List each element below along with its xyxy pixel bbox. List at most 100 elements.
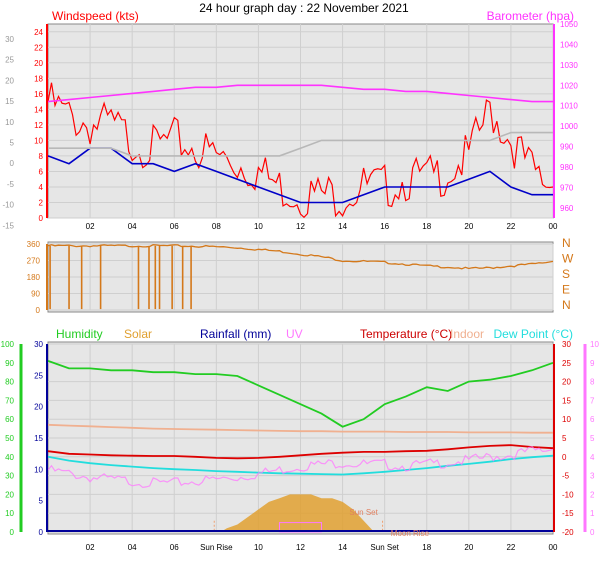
x-tick-label: 00 [549, 222, 558, 231]
compass-label: N [562, 236, 571, 250]
y-right-tick-label: 970 [560, 183, 574, 192]
uv-tick-label: 10 [590, 340, 599, 349]
y-far-left-tick-label: 30 [5, 35, 14, 44]
rainfall-tick-label: 5 [39, 497, 44, 506]
uv-tick-label: 5 [590, 434, 595, 443]
y-left-tick-label: 22 [34, 43, 43, 52]
uv-label: UV [286, 327, 303, 341]
humidity-tick-label: 80 [5, 378, 14, 387]
y-right-tick-label: 1030 [560, 61, 578, 70]
compass-label: E [562, 283, 570, 297]
y-left-tick-label: 4 [39, 183, 44, 192]
dewpoint-label: Dew Point (°C) [494, 327, 573, 341]
x-tick-label: 14 [338, 543, 347, 552]
series-wind-direction-line [47, 244, 554, 270]
y-right-tick-label: 1040 [560, 40, 578, 49]
x-tick-label: 16 [380, 222, 389, 231]
temperature-tick-label: -10 [562, 490, 574, 499]
x-tick-label: 20 [464, 222, 473, 231]
temperature-label: Temperature (°C) [360, 327, 452, 341]
y-far-left-tick-label: 15 [5, 97, 14, 106]
x-tick-label: 02 [86, 543, 95, 552]
uv-tick-label: 1 [590, 509, 595, 518]
temperature-tick-label: 10 [562, 415, 571, 424]
uv-tick-label: 6 [590, 415, 595, 424]
moon-rise-annotation: Moon Rise [391, 529, 430, 538]
x-tick-label: 06 [170, 543, 179, 552]
y-far-left-tick-label: 25 [5, 56, 14, 65]
uv-tick-label: 7 [590, 396, 595, 405]
windspeed-label: Windspeed (kts) [52, 9, 139, 23]
humidity-tick-label: 70 [5, 396, 14, 405]
uv-tick-label: 3 [590, 472, 595, 481]
compass-label: S [562, 267, 570, 281]
y-right-tick-label: 980 [560, 163, 574, 172]
wind-direction-tick-label: 270 [27, 257, 41, 266]
x-tick-label: 18 [422, 222, 431, 231]
x-tick-label: 12 [296, 543, 305, 552]
series-windspeed-line [47, 82, 554, 219]
y-left-tick-label: 14 [34, 105, 43, 114]
y-right-tick-label: 1050 [560, 20, 578, 29]
y-far-left-tick-label: -10 [2, 201, 14, 210]
humidity-tick-label: 90 [5, 359, 14, 368]
temperature-tick-label: -5 [562, 472, 570, 481]
y-left-tick-label: 24 [34, 28, 43, 37]
x-tick-label: Sun Set [370, 543, 399, 552]
y-far-left-tick-label: -15 [2, 221, 14, 230]
series-uv-line [47, 446, 554, 489]
humidity-label: Humidity [56, 327, 103, 341]
rainfall-tick-label: 30 [34, 340, 43, 349]
sun-set-annotation: Sun Set [349, 508, 378, 517]
uv-tick-label: 8 [590, 378, 595, 387]
uv-tick-label: 2 [590, 490, 595, 499]
series-humidity-line [47, 360, 554, 428]
series-barometer-line [47, 84, 553, 103]
uv-tick-label: 0 [590, 528, 595, 537]
temperature-tick-label: 30 [562, 340, 571, 349]
rainfall-tick-label: 15 [34, 434, 43, 443]
x-tick-label: 04 [128, 222, 137, 231]
y-far-left-tick-label: -5 [7, 180, 15, 189]
temperature-tick-label: 20 [562, 378, 571, 387]
humidity-tick-label: 100 [1, 340, 15, 349]
y-left-tick-label: 6 [39, 167, 44, 176]
solar-label: Solar [124, 327, 152, 341]
y-far-left-tick-label: 20 [5, 76, 14, 85]
y-left-tick-label: 16 [34, 90, 43, 99]
solar-area [220, 494, 375, 532]
humidity-tick-label: 40 [5, 453, 14, 462]
rainfall-tick-label: 0 [39, 528, 44, 537]
x-tick-label: 12 [296, 222, 305, 231]
x-tick-label: 04 [128, 543, 137, 552]
humidity-tick-label: 10 [5, 509, 14, 518]
temperature-tick-label: 5 [562, 434, 567, 443]
y-right-tick-label: 1000 [560, 122, 578, 131]
series-indoor-line [47, 423, 553, 434]
chart-title: 24 hour graph day : 22 November 2021 [199, 1, 409, 15]
uv-tick-label: 4 [590, 453, 595, 462]
y-right-tick-label: 1020 [560, 81, 578, 90]
compass-label: N [562, 298, 571, 312]
rainfall-label: Rainfall (mm) [200, 327, 271, 341]
rainfall-tick-label: 10 [34, 465, 43, 474]
y-left-tick-label: 12 [34, 121, 43, 130]
series-trend-line [48, 131, 553, 157]
humidity-tick-label: 60 [5, 415, 14, 424]
uv-tick-label: 9 [590, 359, 595, 368]
temperature-tick-label: 25 [562, 359, 571, 368]
y-far-left-tick-label: 10 [5, 118, 14, 127]
wind-direction-tick-label: 0 [36, 306, 41, 315]
x-tick-label: 02 [86, 222, 95, 231]
x-tick-label: 22 [506, 222, 515, 231]
y-right-tick-label: 960 [560, 204, 574, 213]
x-tick-label: 20 [464, 543, 473, 552]
indoor-label: Indoor [450, 327, 484, 341]
temperature-tick-label: 15 [562, 396, 571, 405]
series-temperature-line [47, 444, 554, 460]
y-left-tick-label: 8 [39, 152, 44, 161]
temperature-tick-label: 0 [562, 453, 567, 462]
x-tick-label: 00 [549, 543, 558, 552]
temperature-tick-label: -20 [562, 528, 574, 537]
